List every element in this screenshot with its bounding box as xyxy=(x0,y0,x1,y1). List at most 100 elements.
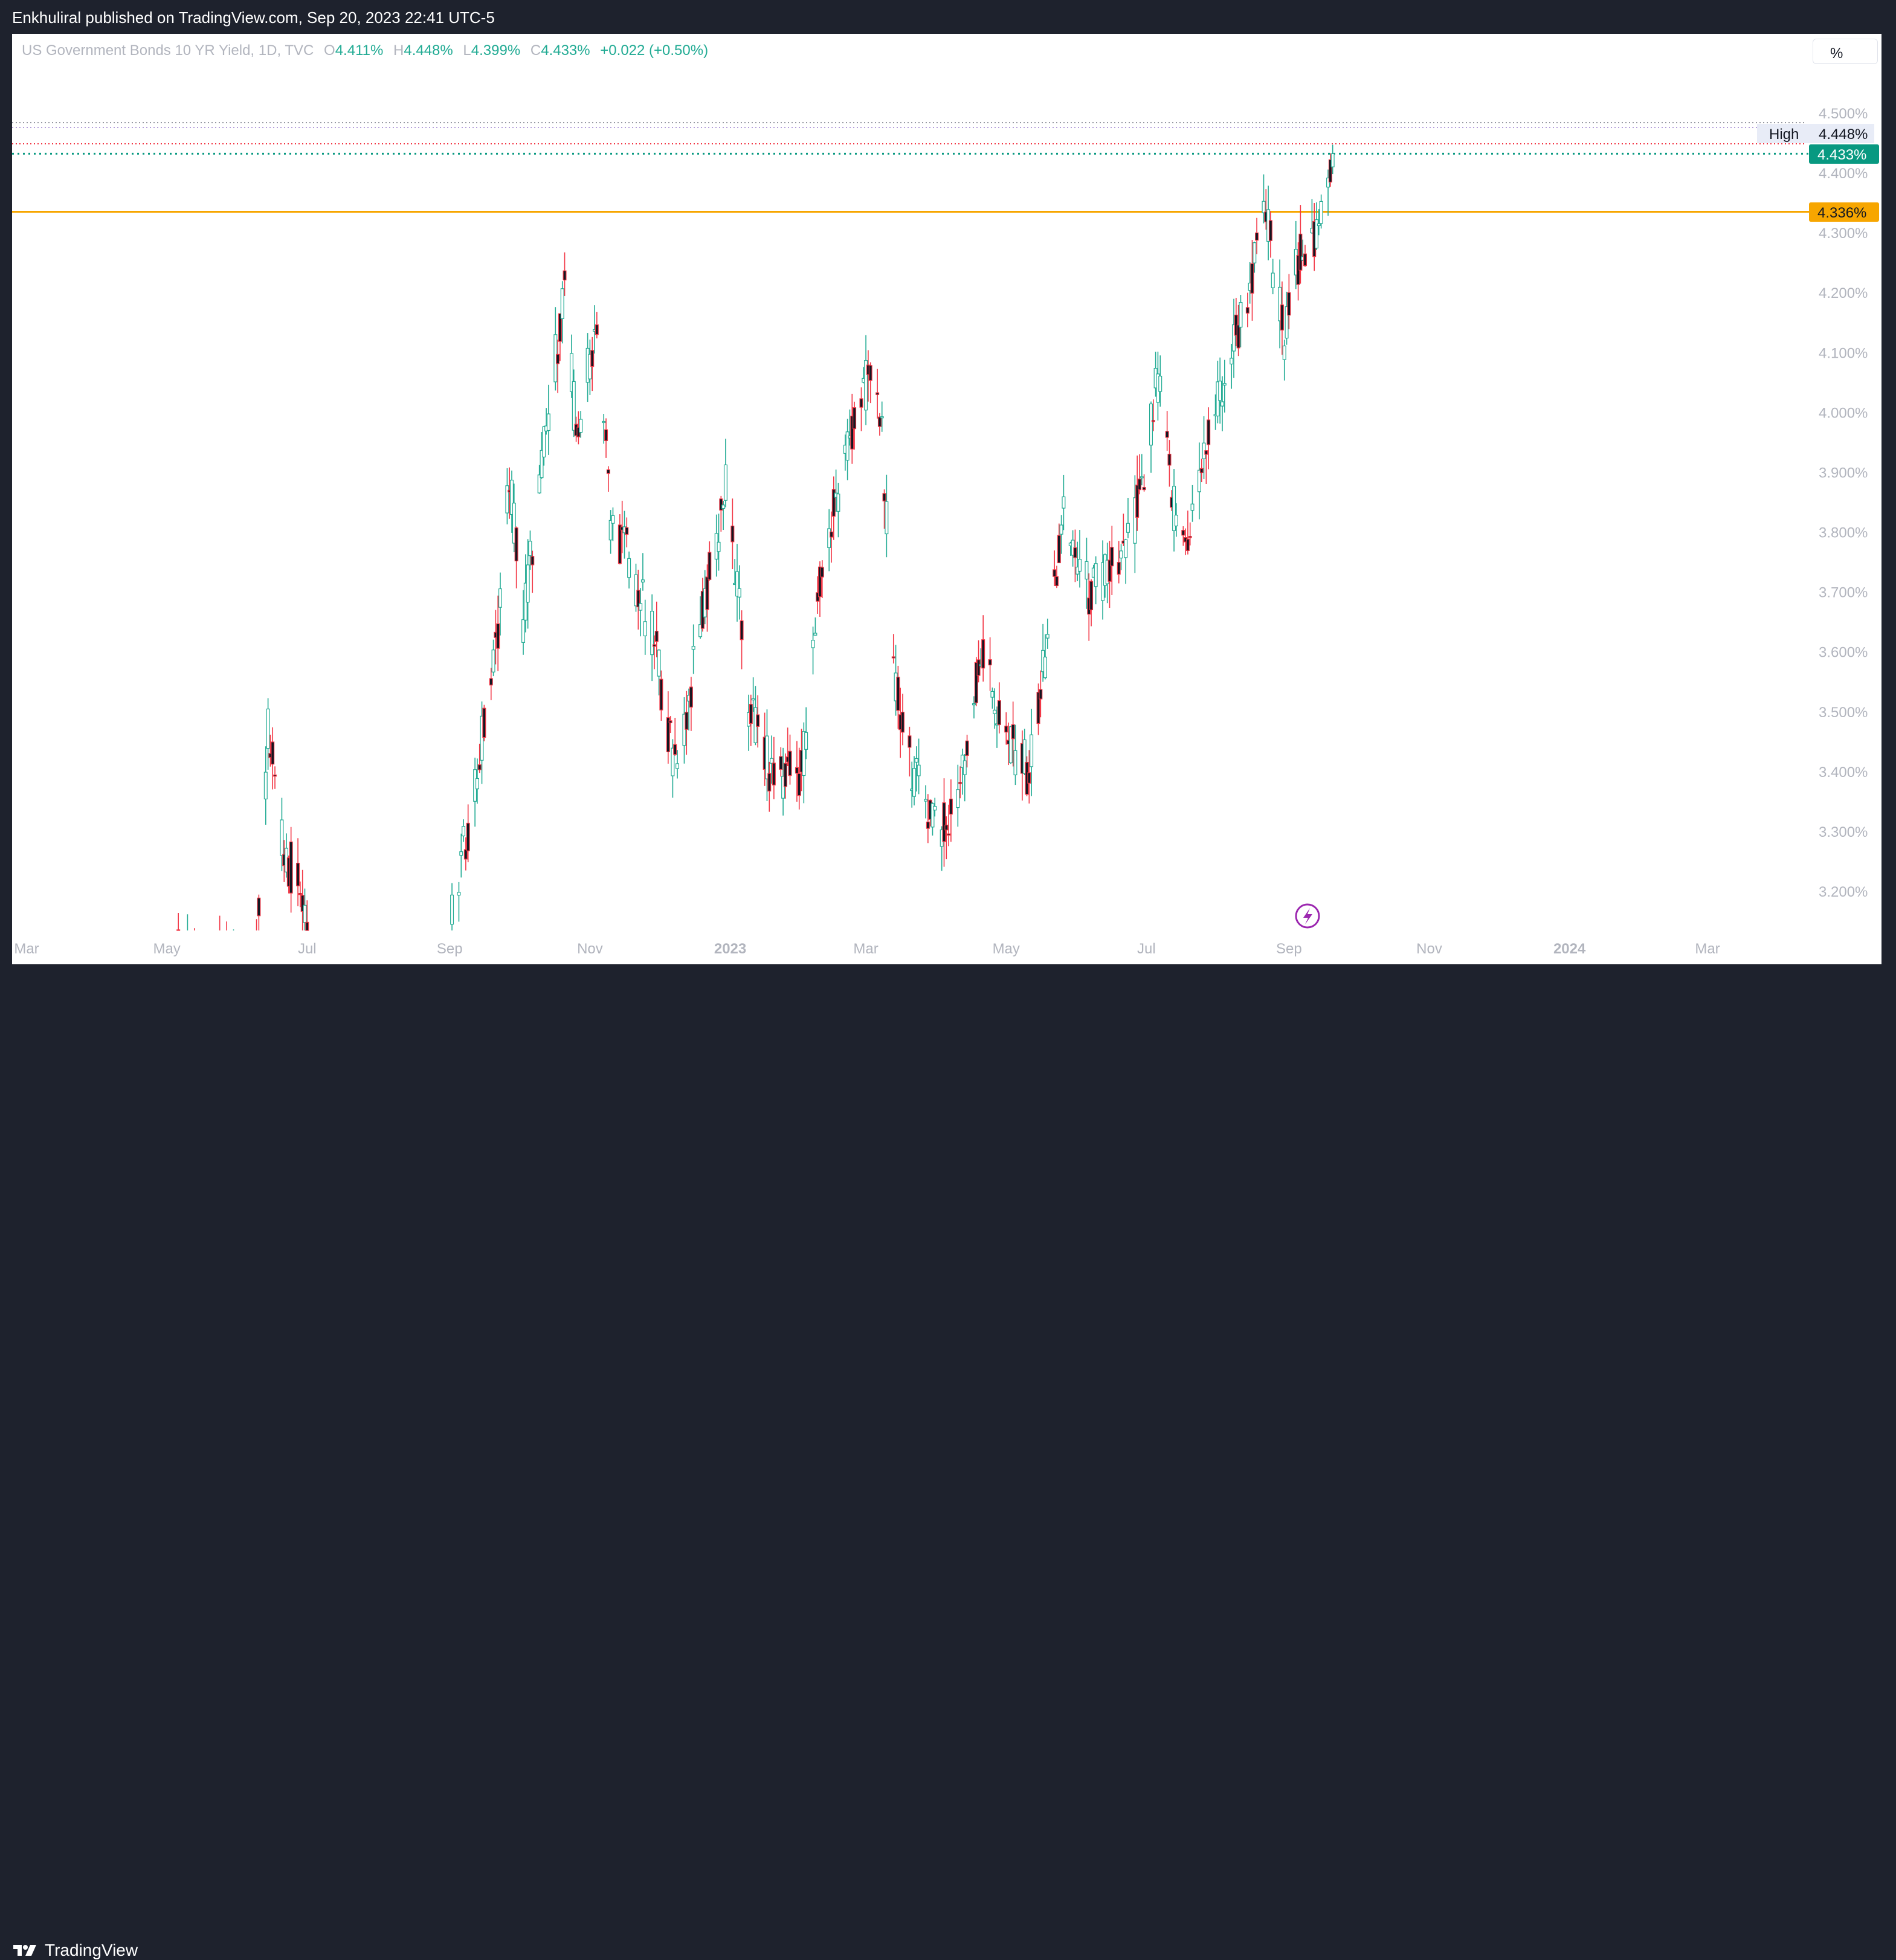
candle-body xyxy=(1117,562,1121,575)
candle-body xyxy=(949,798,953,815)
price-chart[interactable]: 4.500% 4.400% 4.300% 4.200% 4.100% 4.000% 3.90… xyxy=(0,0,1896,1008)
y-tick-label: 3.700% xyxy=(1819,585,1868,601)
candle-body xyxy=(908,735,912,748)
candle-body xyxy=(885,501,889,535)
candle-body xyxy=(1142,487,1146,491)
change-value: +0.022 (+0.50%) xyxy=(600,42,709,59)
candle-body xyxy=(595,324,599,335)
candle-body xyxy=(783,762,787,787)
candle-body xyxy=(590,350,595,367)
candle-body xyxy=(1298,233,1303,271)
candle-body xyxy=(717,541,721,552)
candle-body xyxy=(802,731,806,776)
y-tick-label: 3.500% xyxy=(1819,704,1868,721)
candle-body xyxy=(1158,375,1162,392)
high-price-label: High xyxy=(1769,126,1799,143)
candle-body xyxy=(1140,476,1144,479)
candle-body xyxy=(813,633,817,636)
candle-body xyxy=(673,744,677,755)
price-markers: High 4.448% 4.433% 4.336% xyxy=(1757,124,1879,222)
candle-body xyxy=(1236,324,1240,349)
candle-body xyxy=(512,503,516,544)
tradingview-brand[interactable]: TradingView xyxy=(12,1941,138,1960)
candle-body xyxy=(859,398,863,408)
candle-body xyxy=(1278,286,1282,321)
candle-body xyxy=(965,740,969,756)
close-value: 4.433% xyxy=(541,42,590,59)
candle-body xyxy=(540,450,544,479)
open-value: 4.411% xyxy=(335,42,384,59)
candle-body xyxy=(1239,302,1243,328)
candle-body xyxy=(1119,550,1123,559)
percent-scale-button[interactable]: % xyxy=(1813,39,1878,64)
candle-body xyxy=(756,714,760,727)
candle-body xyxy=(510,480,514,515)
candle-body xyxy=(1253,242,1257,263)
candle-body xyxy=(280,819,284,856)
candle-body xyxy=(719,498,723,511)
price-axis[interactable]: 4.500% 4.400% 4.300% 4.200% 4.100% 4.000% 3.90… xyxy=(1819,106,1868,900)
candle-body xyxy=(1220,401,1224,407)
candle-body xyxy=(1108,559,1112,582)
candle-body xyxy=(1167,454,1172,466)
publish-header: Enkhuliral published on TradingView.com,… xyxy=(0,0,1896,34)
y-tick-label: 3.800% xyxy=(1819,525,1868,541)
candle-body xyxy=(1057,535,1061,564)
candle-body xyxy=(1282,345,1286,360)
candle-body xyxy=(627,558,631,578)
y-tick-label: 4.400% xyxy=(1819,166,1868,182)
high-label: H xyxy=(393,42,404,59)
candle-body xyxy=(1245,307,1249,314)
candle-body xyxy=(496,623,500,649)
candle-body xyxy=(958,782,963,784)
candle-body xyxy=(735,571,739,597)
candle-body xyxy=(1053,569,1057,577)
chart-frame[interactable] xyxy=(12,34,1881,964)
candle-body xyxy=(831,489,836,517)
candle-body xyxy=(257,897,261,917)
candle-body xyxy=(817,566,822,598)
candle-body xyxy=(466,822,470,851)
candle-body xyxy=(997,700,1001,726)
candle-body xyxy=(498,588,502,608)
candle-body xyxy=(685,712,689,730)
candle-body xyxy=(1126,523,1130,533)
time-axis[interactable]: Mar May Jul Sep Nov 2023 Mar May Jul Sep Nov 2024 Ma… xyxy=(14,941,1720,957)
candle-body xyxy=(853,407,857,430)
candle-body xyxy=(1303,253,1307,266)
candle-body xyxy=(1222,383,1227,386)
candle-body xyxy=(850,415,854,450)
high-price-value: 4.448% xyxy=(1819,126,1868,143)
candle-body xyxy=(1151,420,1155,422)
y-tick-label: 4.300% xyxy=(1819,225,1868,242)
candle-body xyxy=(654,631,659,642)
candle-body xyxy=(721,505,726,509)
candle-body xyxy=(546,413,550,431)
candle-body xyxy=(482,708,486,738)
candle-body xyxy=(1315,219,1319,249)
candle-body xyxy=(788,750,792,776)
candle-body xyxy=(489,678,493,686)
candle-body xyxy=(947,833,951,836)
x-tick-label: 2023 xyxy=(714,941,746,957)
candle-body xyxy=(1174,515,1178,527)
candle-body xyxy=(1262,201,1266,213)
candle-body xyxy=(530,556,535,566)
candle-body xyxy=(625,527,629,535)
candle-body xyxy=(1185,538,1190,551)
published-by-text: Enkhuliral published on TradingView.com,… xyxy=(12,8,495,27)
x-tick-label: Mar xyxy=(1695,941,1720,957)
candle-body xyxy=(830,531,834,538)
candle-body xyxy=(891,656,895,659)
symbol-legend[interactable]: US Government Bonds 10 YR Yield, 1D, TVC… xyxy=(22,42,708,59)
candle-body xyxy=(751,698,755,701)
candle-body xyxy=(912,768,917,797)
candle-body xyxy=(639,603,643,611)
candle-body xyxy=(820,567,824,578)
y-tick-label: 3.400% xyxy=(1819,764,1868,781)
candle-body xyxy=(804,732,808,750)
candle-body xyxy=(942,802,946,842)
candle-body xyxy=(1045,634,1050,639)
lightning-icon[interactable] xyxy=(1295,903,1320,929)
candle-body xyxy=(1230,358,1234,365)
